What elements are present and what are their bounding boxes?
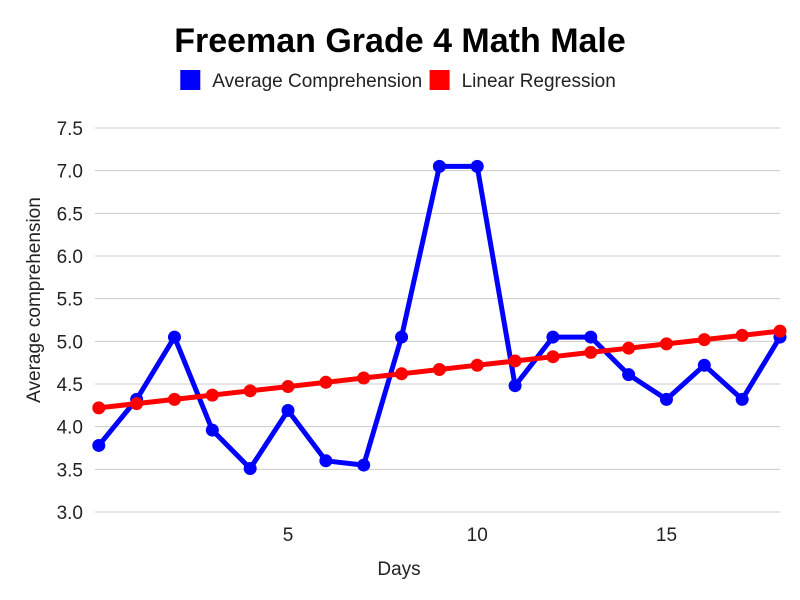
series-1 bbox=[92, 324, 787, 415]
x-axis-ticks: 5 10 15 bbox=[283, 525, 677, 546]
data-point bbox=[167, 392, 181, 406]
x-tick-label: 10 bbox=[467, 525, 488, 546]
data-point bbox=[697, 358, 711, 372]
data-point bbox=[659, 392, 673, 406]
data-point bbox=[584, 345, 598, 359]
data-point bbox=[243, 384, 257, 398]
y-tick-label: 3.0 bbox=[57, 503, 83, 524]
data-point bbox=[357, 458, 371, 472]
legend-swatch bbox=[429, 70, 450, 90]
data-point bbox=[319, 375, 333, 389]
data-point bbox=[735, 392, 749, 406]
legend-item: Average Comprehension bbox=[180, 70, 422, 92]
y-axis-label: Average comprehension bbox=[24, 197, 45, 403]
data-point bbox=[584, 330, 598, 344]
series-0 bbox=[92, 159, 787, 475]
y-axis-ticks: 3.0 3.5 4.0 4.5 5.0 5.5 6.0 6.5 7.0 7.5 bbox=[57, 119, 83, 524]
legend-label: Average Comprehension bbox=[212, 71, 422, 92]
chart-title: Freeman Grade 4 Math Male bbox=[174, 22, 626, 60]
y-tick-label: 7.5 bbox=[57, 119, 83, 140]
data-point bbox=[735, 328, 749, 342]
x-axis-label: Days bbox=[377, 559, 420, 580]
data-point bbox=[130, 397, 144, 411]
y-tick-label: 6.0 bbox=[57, 247, 83, 268]
data-point bbox=[470, 159, 484, 173]
legend-swatch bbox=[180, 70, 201, 90]
y-tick-label: 4.0 bbox=[57, 418, 83, 439]
data-point bbox=[395, 330, 409, 344]
data-point bbox=[773, 324, 787, 338]
y-tick-label: 5.5 bbox=[57, 290, 83, 311]
data-point bbox=[281, 403, 295, 417]
data-point bbox=[243, 461, 257, 475]
series-line bbox=[96, 163, 783, 471]
data-point bbox=[470, 358, 484, 372]
y-tick-label: 6.5 bbox=[57, 204, 83, 225]
legend: Average Comprehension Linear Regression bbox=[180, 70, 616, 92]
data-point bbox=[92, 438, 106, 452]
data-point bbox=[357, 371, 371, 385]
data-point bbox=[432, 159, 446, 173]
data-point bbox=[432, 362, 446, 376]
x-tick-label: 15 bbox=[656, 525, 677, 546]
data-point bbox=[205, 388, 219, 402]
data-point bbox=[622, 368, 636, 382]
data-point bbox=[281, 380, 295, 394]
data-point bbox=[659, 337, 673, 351]
x-tick-label: 5 bbox=[283, 525, 294, 546]
y-tick-label: 5.0 bbox=[57, 332, 83, 353]
data-point bbox=[167, 330, 181, 344]
data-point bbox=[205, 423, 219, 437]
data-point bbox=[508, 354, 522, 368]
data-point bbox=[508, 379, 522, 393]
y-tick-label: 3.5 bbox=[57, 460, 83, 481]
data-point bbox=[395, 367, 409, 381]
data-point bbox=[546, 330, 560, 344]
data-point bbox=[622, 341, 636, 355]
data-point bbox=[319, 454, 333, 468]
y-tick-label: 7.0 bbox=[57, 162, 83, 183]
legend-label: Linear Regression bbox=[462, 71, 616, 92]
data-point bbox=[697, 333, 711, 347]
series-layer bbox=[92, 159, 787, 475]
y-tick-label: 4.5 bbox=[57, 375, 83, 396]
legend-item: Linear Regression bbox=[429, 70, 616, 92]
data-point bbox=[92, 401, 106, 415]
data-point bbox=[546, 350, 560, 364]
